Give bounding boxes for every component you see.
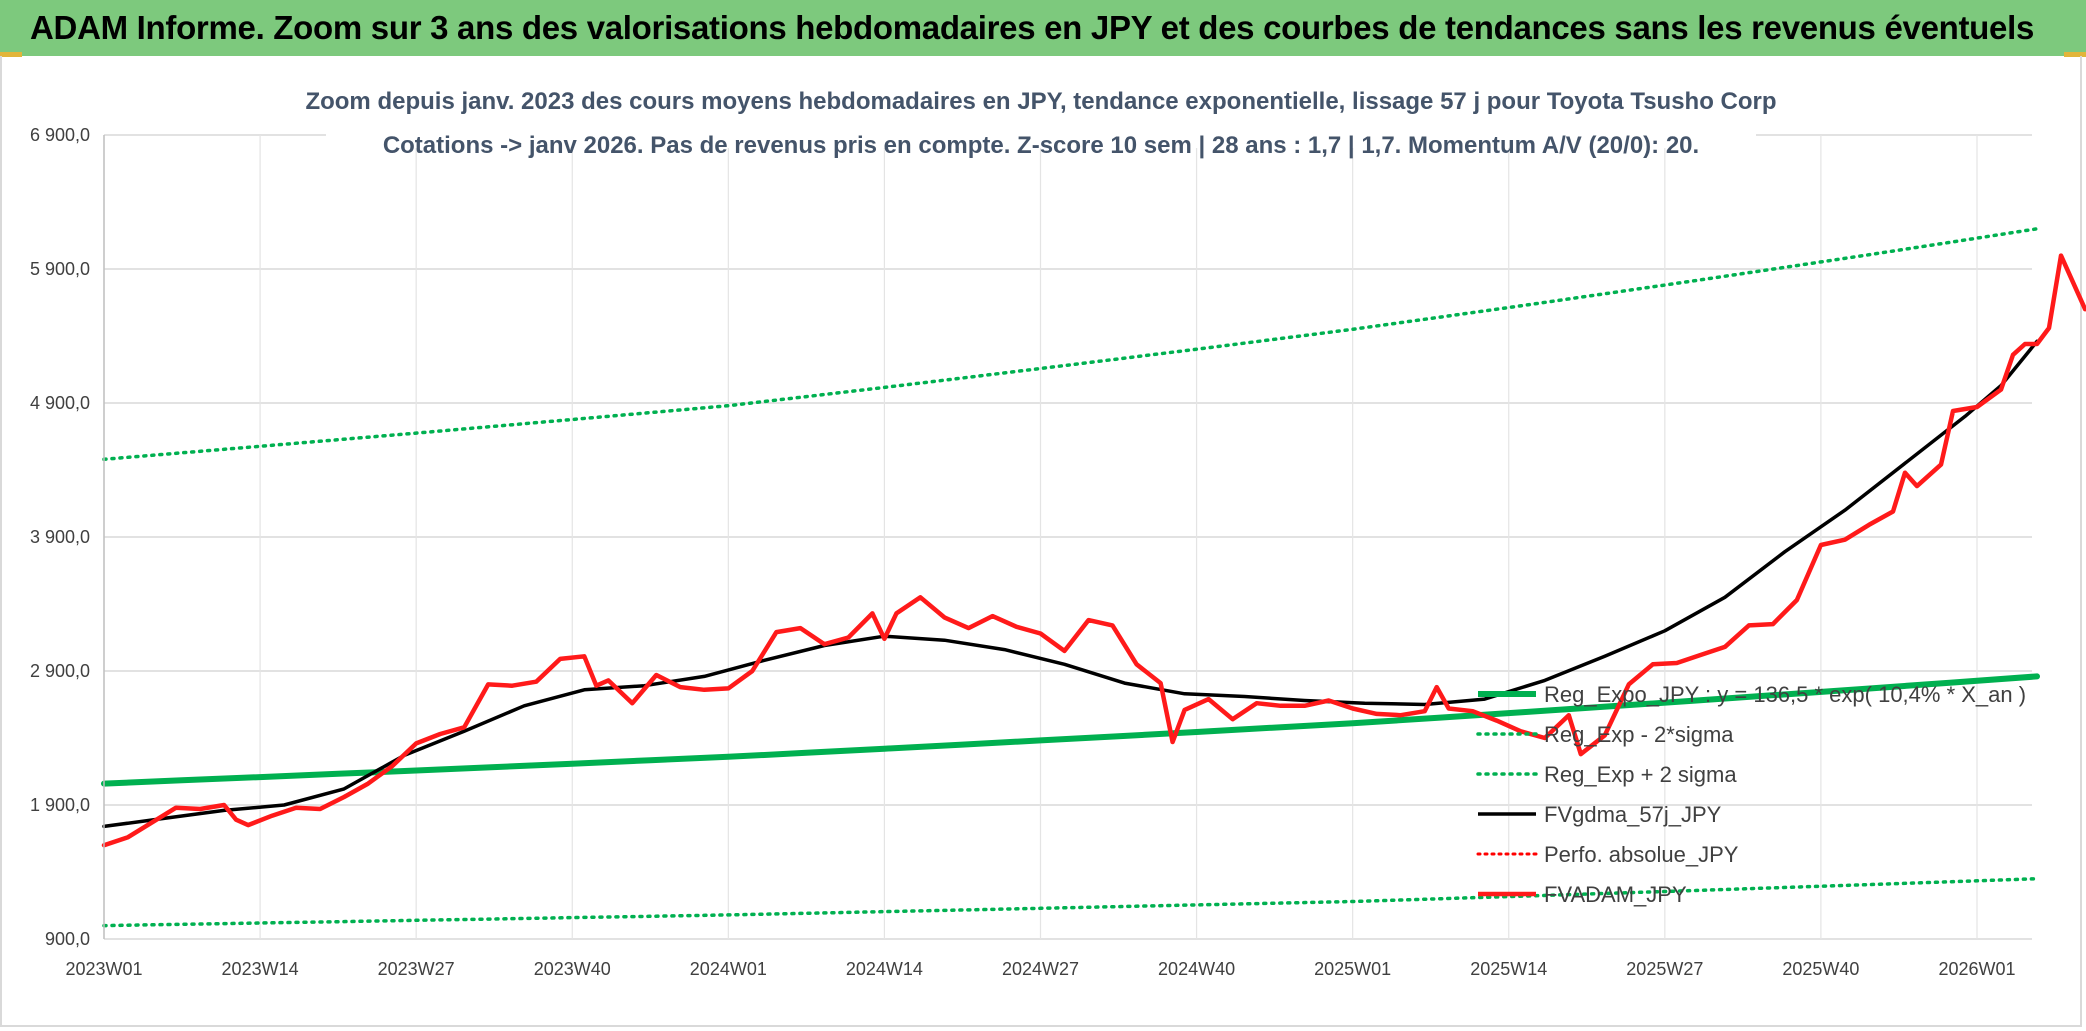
banner-title: ADAM Informe. Zoom sur 3 ans des valoris… [30, 9, 2035, 46]
x-tick-label: 2024W27 [1002, 959, 1079, 979]
fvgdma-57j-line [102, 339, 2039, 829]
legend-label-5: Perfo. absolue_JPY [1544, 842, 1739, 867]
y-tick-label: 900,0 [45, 929, 90, 949]
x-tick-label: 2023W40 [534, 959, 611, 979]
legend-label-3: Reg_Exp + 2 sigma [1544, 762, 1737, 787]
legend: Reg_Expo_JPY : y = 136,5 * exp( 10,4% * … [1476, 682, 2026, 907]
y-tick-label: 2 900,0 [30, 661, 90, 681]
chart-subtitle-line1: Zoom depuis janv. 2023 des cours moyens … [305, 88, 1776, 115]
x-tick-label: 2025W01 [1314, 959, 1391, 979]
x-tick-label: 2026W01 [1938, 959, 2015, 979]
y-tick-label: 4 900,0 [30, 393, 90, 413]
x-tick-label: 2024W40 [1158, 959, 1235, 979]
series-layer [101, 227, 2086, 928]
x-tick-label: 2023W01 [65, 959, 142, 979]
legend-label-1: Reg_Expo_JPY : y = 136,5 * exp( 10,4% * … [1544, 682, 2026, 707]
x-tick-label: 2025W27 [1626, 959, 1703, 979]
reg-plus-2sigma-line [102, 227, 2039, 462]
y-tick-label: 3 900,0 [30, 527, 90, 547]
x-tick-label: 2025W40 [1782, 959, 1859, 979]
chart-subtitle-line2: Cotations -> janv 2026. Pas de revenus p… [383, 132, 1699, 159]
y-tick-label: 1 900,0 [30, 795, 90, 815]
reg-expo-line [101, 673, 2040, 787]
fvadam-line [101, 253, 2086, 848]
x-tick-label: 2024W14 [846, 959, 923, 979]
x-tick-label: 2025W14 [1470, 959, 1547, 979]
x-axis: 2023W01 2023W14 2023W27 2023W40 2024W01 2024W… [65, 959, 2015, 979]
y-tick-label: 6 900,0 [30, 125, 90, 145]
chart-frame [0, 56, 2082, 1027]
legend-label-6: FVADAM_JPY [1544, 882, 1687, 907]
reg-minus-2sigma-line [102, 876, 2039, 928]
title-banner: ADAM Informe. Zoom sur 3 ans des valoris… [0, 0, 2086, 56]
y-axis: 900,0 1 900,0 2 900,0 3 900,0 4 900,0 5 900,0… [30, 125, 105, 949]
accent-bar-left [0, 52, 22, 57]
subtitle-background [326, 80, 1756, 148]
legend-label-2: Reg_Exp - 2*sigma [1544, 722, 1734, 747]
x-tick-label: 2024W01 [690, 959, 767, 979]
x-tick-label: 2023W14 [222, 959, 299, 979]
legend-label-4: FVgdma_57j_JPY [1544, 802, 1722, 827]
accent-bar-right [2064, 52, 2086, 57]
y-tick-label: 5 900,0 [30, 259, 90, 279]
gridlines [103, 134, 2032, 940]
x-tick-label: 2023W27 [378, 959, 455, 979]
